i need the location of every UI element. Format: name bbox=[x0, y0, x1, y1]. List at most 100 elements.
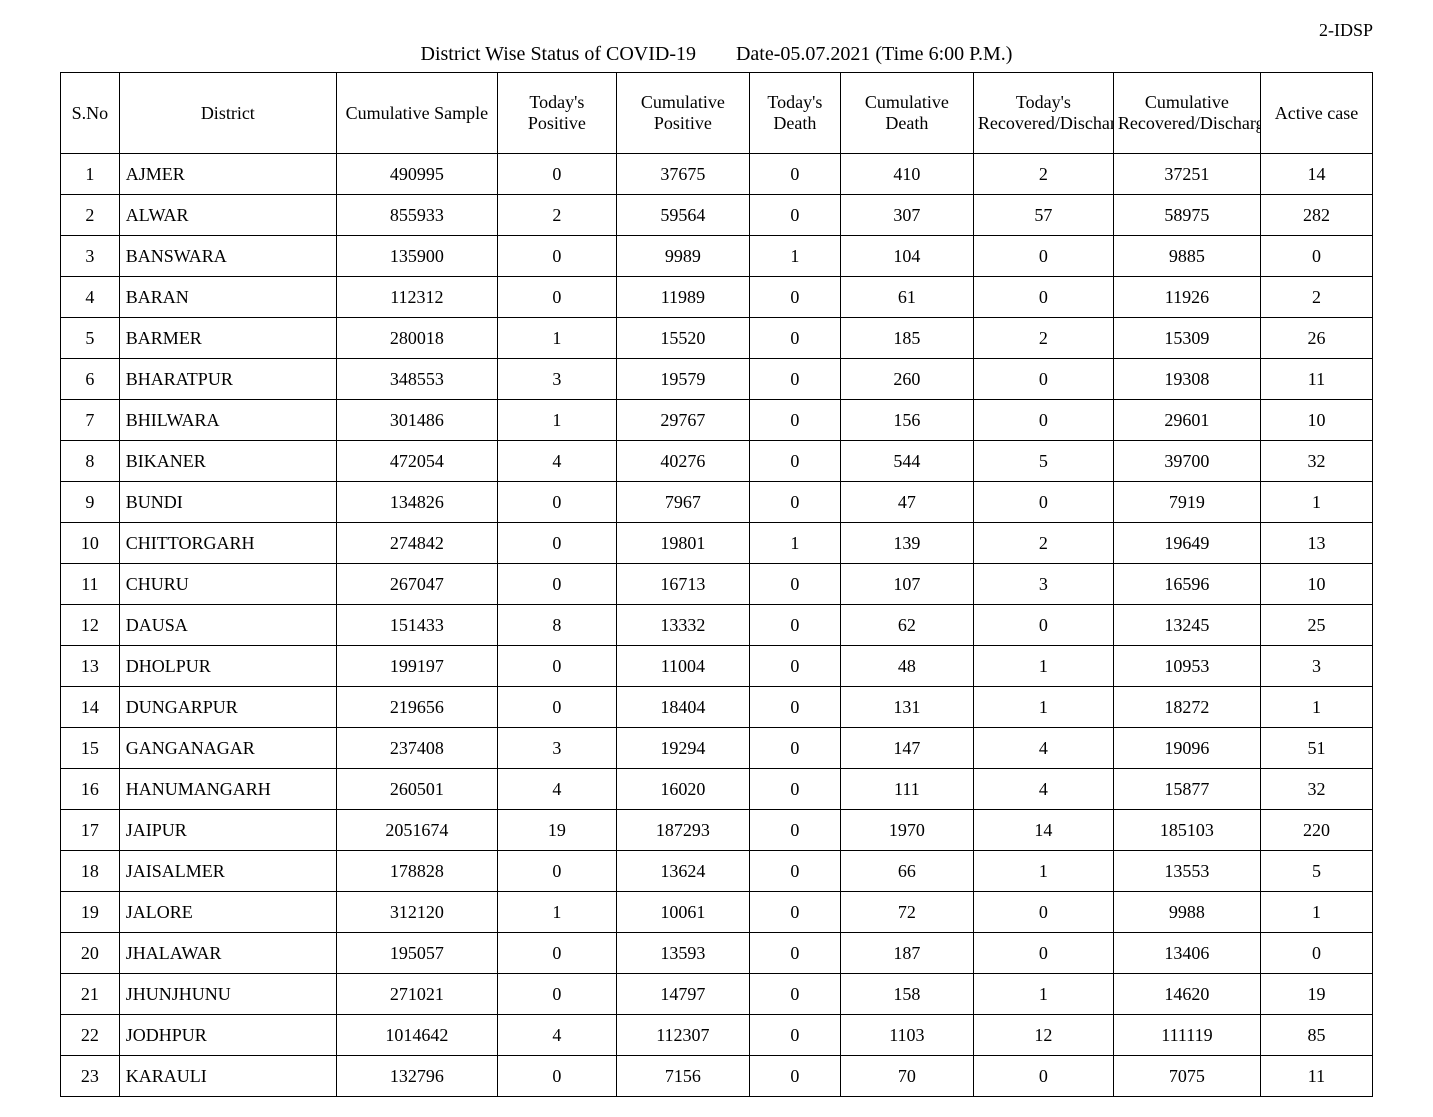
cell-value: 13593 bbox=[616, 933, 749, 974]
cell-value: 4 bbox=[973, 728, 1113, 769]
cell-value: 16596 bbox=[1113, 564, 1260, 605]
cell-value: 135900 bbox=[336, 236, 497, 277]
cell-value: 13332 bbox=[616, 605, 749, 646]
cell-value: 11926 bbox=[1113, 277, 1260, 318]
cell-value: 280018 bbox=[336, 318, 497, 359]
cell-value: 348553 bbox=[336, 359, 497, 400]
col-today-positive: Today's Positive bbox=[497, 73, 616, 154]
title-left: District Wise Status of COVID-19 bbox=[421, 43, 696, 66]
table-row: 21JHUNJHUNU271021014797015811462019 bbox=[61, 974, 1373, 1015]
table-row: 18JAISALMER1788280136240661135535 bbox=[61, 851, 1373, 892]
cell-value: 9885 bbox=[1113, 236, 1260, 277]
cell-district: JHALAWAR bbox=[119, 933, 336, 974]
cell-value: 0 bbox=[973, 277, 1113, 318]
cell-value: 12 bbox=[973, 1015, 1113, 1056]
table-row: 5BARMER280018115520018521530926 bbox=[61, 318, 1373, 359]
cell-value: 37675 bbox=[616, 154, 749, 195]
cell-value: 0 bbox=[749, 810, 840, 851]
cell-value: 20 bbox=[61, 933, 120, 974]
cell-value: 0 bbox=[749, 564, 840, 605]
cell-value: 112307 bbox=[616, 1015, 749, 1056]
title-right: Date-05.07.2021 (Time 6:00 P.M.) bbox=[736, 43, 1012, 66]
table-row: 15GANGANAGAR237408319294014741909651 bbox=[61, 728, 1373, 769]
cell-value: 0 bbox=[973, 933, 1113, 974]
cell-value: 7156 bbox=[616, 1056, 749, 1097]
cell-value: 0 bbox=[749, 851, 840, 892]
cell-value: 4 bbox=[973, 769, 1113, 810]
cell-value: 0 bbox=[497, 154, 616, 195]
cell-district: CHITTORGARH bbox=[119, 523, 336, 564]
cell-value: 3 bbox=[497, 728, 616, 769]
cell-value: 3 bbox=[1260, 646, 1372, 687]
cell-value: 17 bbox=[61, 810, 120, 851]
cell-value: 18272 bbox=[1113, 687, 1260, 728]
cell-value: 14 bbox=[973, 810, 1113, 851]
cell-value: 260 bbox=[840, 359, 973, 400]
cell-value: 15877 bbox=[1113, 769, 1260, 810]
cell-value: 237408 bbox=[336, 728, 497, 769]
cell-value: 4 bbox=[497, 441, 616, 482]
cell-district: BARMER bbox=[119, 318, 336, 359]
cell-value: 111 bbox=[840, 769, 973, 810]
cell-value: 37251 bbox=[1113, 154, 1260, 195]
cell-value: 11004 bbox=[616, 646, 749, 687]
cell-value: 19 bbox=[61, 892, 120, 933]
cell-value: 0 bbox=[749, 605, 840, 646]
cell-value: 19294 bbox=[616, 728, 749, 769]
cell-district: BHARATPUR bbox=[119, 359, 336, 400]
cell-value: 2 bbox=[61, 195, 120, 236]
cell-value: 2 bbox=[973, 523, 1113, 564]
cell-value: 58975 bbox=[1113, 195, 1260, 236]
cell-district: BIKANER bbox=[119, 441, 336, 482]
cell-value: 8 bbox=[497, 605, 616, 646]
cell-value: 0 bbox=[497, 687, 616, 728]
cell-value: 3 bbox=[973, 564, 1113, 605]
cell-value: 1 bbox=[61, 154, 120, 195]
cell-value: 62 bbox=[840, 605, 973, 646]
covid-status-table: S.No District Cumulative Sample Today's … bbox=[60, 72, 1373, 1097]
cell-value: 3 bbox=[497, 359, 616, 400]
cell-value: 282 bbox=[1260, 195, 1372, 236]
cell-value: 39700 bbox=[1113, 441, 1260, 482]
cell-value: 7919 bbox=[1113, 482, 1260, 523]
cell-value: 0 bbox=[749, 646, 840, 687]
col-today-recovered: Today's Recovered/Discharged bbox=[973, 73, 1113, 154]
page-title: District Wise Status of COVID-19 Date-05… bbox=[60, 43, 1373, 66]
table-row: 19JALORE312120110061072099881 bbox=[61, 892, 1373, 933]
cell-value: 271021 bbox=[336, 974, 497, 1015]
cell-value: 11 bbox=[61, 564, 120, 605]
cell-value: 0 bbox=[497, 564, 616, 605]
cell-value: 158 bbox=[840, 974, 973, 1015]
cell-value: 7967 bbox=[616, 482, 749, 523]
cell-value: 59564 bbox=[616, 195, 749, 236]
cell-value: 134826 bbox=[336, 482, 497, 523]
cell-value: 48 bbox=[840, 646, 973, 687]
cell-value: 1 bbox=[497, 892, 616, 933]
table-body: 1AJMER4909950376750410237251142ALWAR8559… bbox=[61, 154, 1373, 1097]
cell-value: 16713 bbox=[616, 564, 749, 605]
cell-value: 0 bbox=[749, 892, 840, 933]
cell-district: DHOLPUR bbox=[119, 646, 336, 687]
cell-value: 187293 bbox=[616, 810, 749, 851]
cell-value: 9989 bbox=[616, 236, 749, 277]
cell-value: 13406 bbox=[1113, 933, 1260, 974]
cell-value: 8 bbox=[61, 441, 120, 482]
cell-value: 0 bbox=[749, 441, 840, 482]
table-row: 22JODHPUR10146424112307011031211111985 bbox=[61, 1015, 1373, 1056]
table-row: 8BIKANER472054440276054453970032 bbox=[61, 441, 1373, 482]
cell-value: 490995 bbox=[336, 154, 497, 195]
cell-value: 19308 bbox=[1113, 359, 1260, 400]
table-row: 11CHURU267047016713010731659610 bbox=[61, 564, 1373, 605]
cell-value: 1 bbox=[1260, 482, 1372, 523]
table-row: 14DUNGARPUR21965601840401311182721 bbox=[61, 687, 1373, 728]
cell-value: 10 bbox=[1260, 564, 1372, 605]
cell-value: 1 bbox=[749, 523, 840, 564]
cell-value: 6 bbox=[61, 359, 120, 400]
cell-value: 0 bbox=[497, 851, 616, 892]
cell-value: 1 bbox=[973, 974, 1113, 1015]
cell-value: 1 bbox=[1260, 687, 1372, 728]
cell-value: 0 bbox=[973, 482, 1113, 523]
cell-value: 29767 bbox=[616, 400, 749, 441]
cell-value: 19 bbox=[1260, 974, 1372, 1015]
cell-district: ALWAR bbox=[119, 195, 336, 236]
